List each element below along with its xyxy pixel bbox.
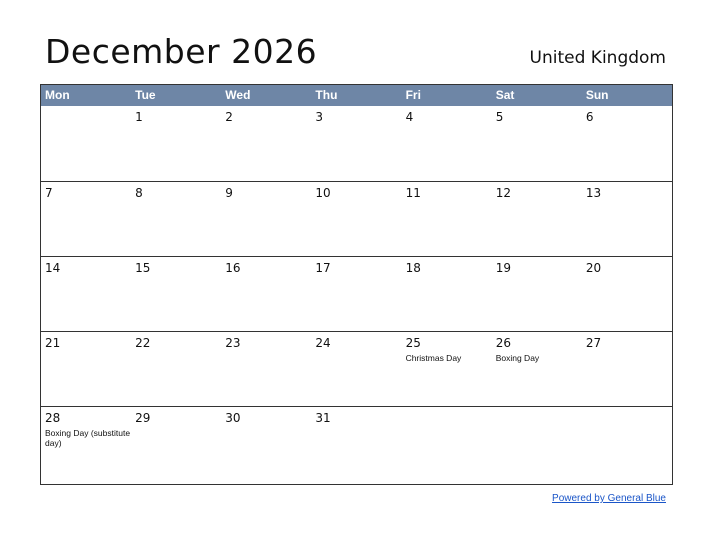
day-number: 23: [225, 336, 241, 350]
holiday-label: Boxing Day (substitute day): [45, 428, 131, 448]
page-title: December 2026: [45, 32, 318, 71]
day-number: 16: [225, 261, 241, 275]
day-cell: 2: [221, 106, 311, 181]
day-number: 14: [45, 261, 61, 275]
day-number: 4: [405, 110, 414, 124]
day-number: 12: [495, 186, 511, 200]
day-number: 9: [225, 186, 233, 200]
week-row: 14 15 16 17 18 19 20: [41, 256, 672, 331]
day-cell: 22: [131, 332, 221, 406]
day-number: 19: [495, 261, 511, 275]
day-number: 11: [405, 186, 421, 200]
day-cell: 25 Christmas Day: [402, 332, 492, 406]
day-number: 6: [585, 110, 594, 124]
weekday-header: Mon Tue Wed Thu Fri Sat Sun: [41, 85, 672, 106]
day-number: 1: [135, 110, 143, 124]
day-cell: 11: [402, 182, 492, 256]
weekday-tue: Tue: [135, 88, 156, 102]
day-cell: 29: [131, 407, 221, 481]
calendar-grid: Mon Tue Wed Thu Fri Sat Sun 1 2 3 4 5 6 7 8 9 10 1…: [40, 84, 673, 485]
weekday-mon: Mon: [45, 88, 70, 102]
day-cell: 20: [582, 257, 672, 331]
weekday-wed: Wed: [225, 88, 251, 102]
day-cell: 21: [41, 332, 131, 406]
day-number: 5: [495, 110, 504, 124]
day-number: 27: [585, 336, 602, 350]
country-label: United Kingdom: [529, 48, 666, 68]
weekday-thu: Thu: [315, 88, 338, 102]
week-row: 21 22 23 24 25 Christmas Day 26 Boxing Day 27: [41, 331, 672, 406]
day-number: 26: [495, 336, 511, 350]
day-cell: 13: [582, 182, 672, 256]
day-cell: 14: [41, 257, 131, 331]
holiday-label: Christmas Day: [405, 353, 462, 363]
day-cell: 15: [131, 257, 221, 331]
day-number: 22: [135, 336, 151, 350]
day-number: 2: [225, 110, 233, 124]
day-cell: 8: [131, 182, 221, 256]
day-cell: 17: [311, 257, 401, 331]
day-cell: 30: [221, 407, 311, 481]
day-cell: 24: [311, 332, 401, 406]
day-number: 24: [315, 336, 331, 350]
day-cell: 23: [221, 332, 311, 406]
day-number: 13: [585, 186, 602, 200]
day-cell: 28 Boxing Day (substitute day): [41, 407, 131, 481]
day-cell: 5: [492, 106, 582, 181]
holiday-label: Boxing Day: [495, 353, 540, 363]
weekday-sat: Sat: [495, 88, 515, 102]
weekday-sun: Sun: [585, 88, 609, 102]
week-row: 1 2 3 4 5 6: [41, 106, 672, 181]
day-number: 31: [315, 411, 331, 425]
day-number: 21: [45, 336, 61, 350]
day-cell: 18: [402, 257, 492, 331]
day-cell: [492, 407, 582, 481]
day-cell: 16: [221, 257, 311, 331]
day-number: 15: [135, 261, 151, 275]
day-cell: 4: [402, 106, 492, 181]
day-number: 7: [45, 186, 53, 200]
day-cell: 7: [41, 182, 131, 256]
day-number: 30: [225, 411, 241, 425]
day-number: 18: [405, 261, 421, 275]
powered-by-link[interactable]: Powered by General Blue: [552, 493, 666, 504]
day-cell: 1: [131, 106, 221, 181]
day-number: 25: [405, 336, 421, 350]
day-number: 29: [135, 411, 151, 425]
day-cell: [582, 407, 672, 481]
day-number: 10: [315, 186, 331, 200]
day-number: 28: [45, 411, 61, 425]
day-cell: 12: [492, 182, 582, 256]
week-row: 7 8 9 10 11 12 13: [41, 181, 672, 256]
day-cell: 31: [311, 407, 401, 481]
weekday-fri: Fri: [405, 88, 421, 102]
weeks-container: 1 2 3 4 5 6 7 8 9 10 11 12 13 14 15 16 17 18 19 20 21 22 23 24 2…: [41, 106, 672, 481]
day-cell: 27: [582, 332, 672, 406]
day-cell: [402, 407, 492, 481]
day-cell: 9: [221, 182, 311, 256]
day-cell: 3: [311, 106, 401, 181]
day-number: 8: [135, 186, 143, 200]
day-number: 20: [585, 261, 602, 275]
day-number: 17: [315, 261, 331, 275]
day-cell: 19: [492, 257, 582, 331]
day-cell: [41, 106, 131, 181]
day-number: 3: [315, 110, 324, 124]
day-cell: 26 Boxing Day: [492, 332, 582, 406]
week-row: 28 Boxing Day (substitute day) 29 30 31: [41, 406, 672, 481]
day-cell: 6: [582, 106, 672, 181]
day-cell: 10: [311, 182, 401, 256]
